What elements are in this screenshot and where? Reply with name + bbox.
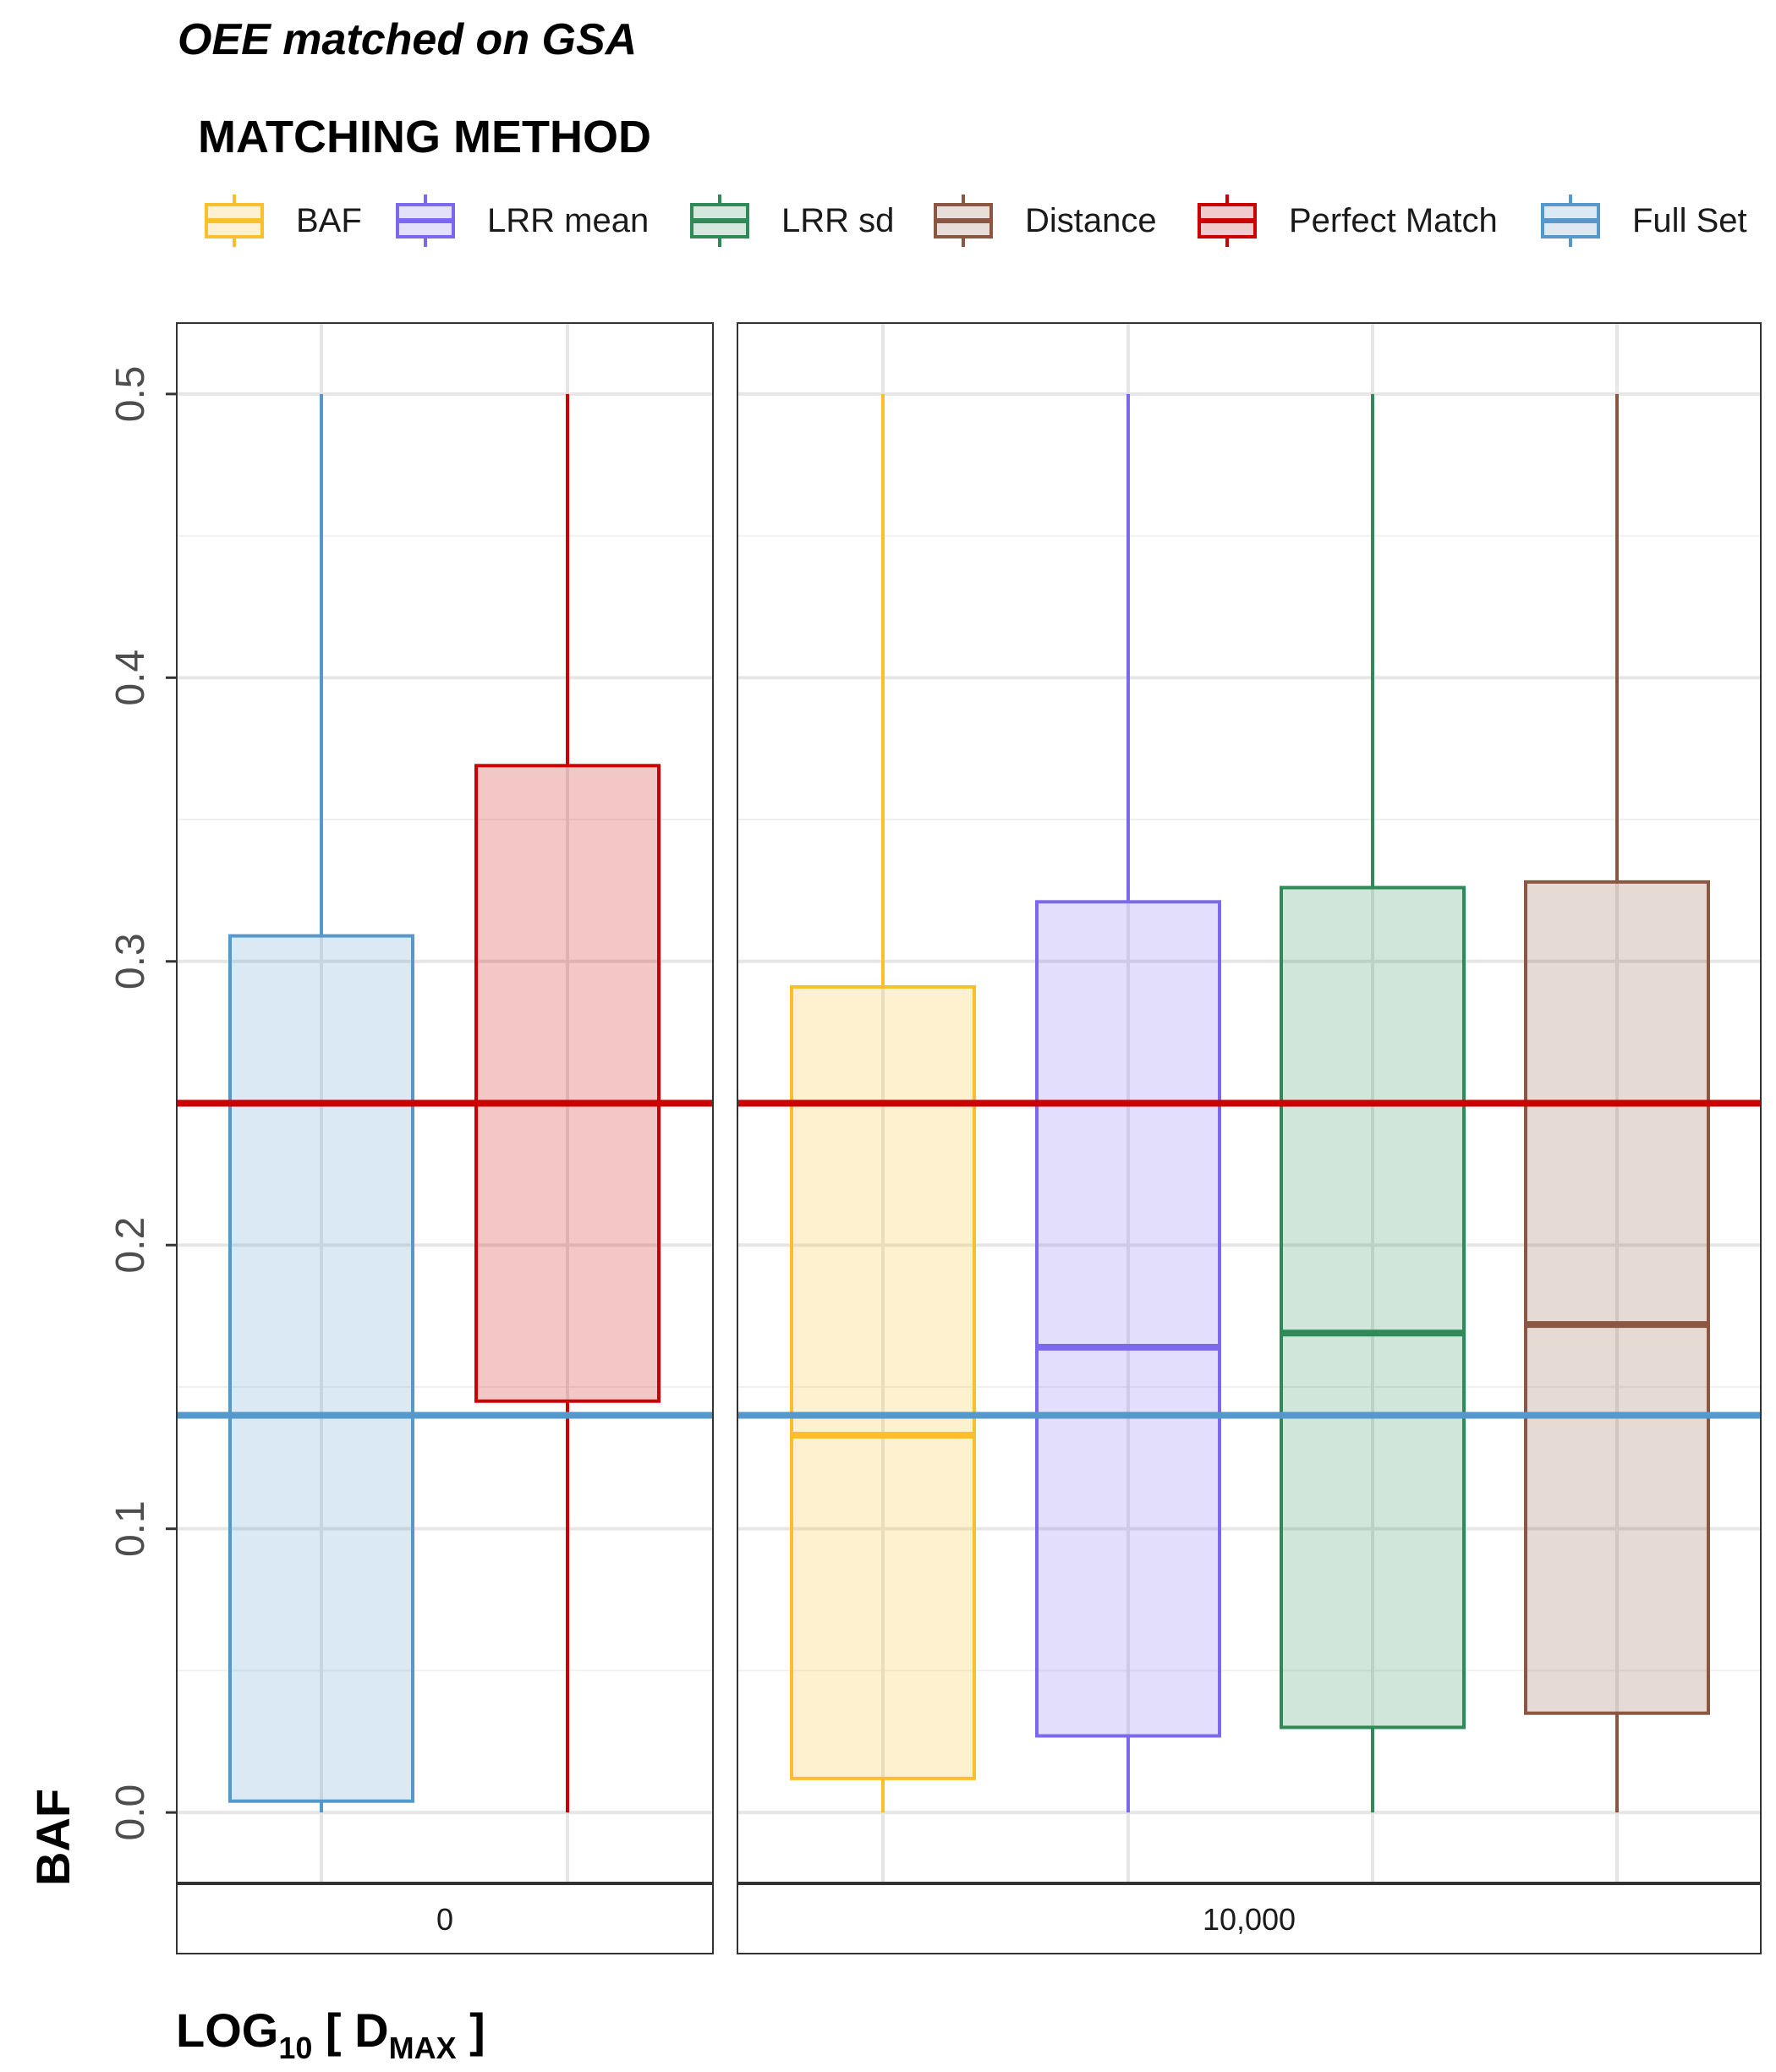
boxplot-baf bbox=[790, 393, 976, 1813]
x-axis-label-open: [ D bbox=[312, 2003, 388, 2057]
box bbox=[790, 984, 976, 1780]
chart-title: OEE matched on GSA bbox=[178, 15, 637, 64]
y-tick-label: 0.3 bbox=[108, 933, 153, 989]
y-axis-label: BAF bbox=[26, 1789, 79, 1886]
strip-box bbox=[737, 1883, 1762, 1954]
boxplot-lrr-sd bbox=[1280, 393, 1466, 1813]
plot-panels: 0 10,000 bbox=[176, 322, 1762, 1954]
strip-label: 10,000 bbox=[1203, 1902, 1296, 1937]
legend-title: MATCHING METHOD bbox=[198, 112, 651, 162]
legend-item-distance: Distance bbox=[934, 195, 1157, 247]
y-tick-label: 0.4 bbox=[108, 650, 153, 706]
legend-label: Full Set bbox=[1632, 202, 1747, 239]
boxplot-full-set bbox=[228, 393, 414, 1813]
y-tick-label: 0.2 bbox=[108, 1217, 153, 1274]
box bbox=[228, 934, 414, 1803]
legend-label: BAF bbox=[296, 202, 362, 239]
legend-label: LRR mean bbox=[487, 202, 649, 239]
x-axis-label-base: LOG bbox=[176, 2003, 278, 2057]
legend-item-baf: BAF bbox=[205, 195, 362, 247]
y-tick-label: 0.1 bbox=[108, 1500, 153, 1557]
legend-label: Perfect Match bbox=[1289, 202, 1498, 239]
x-axis-label-var-sub: MAX bbox=[389, 2031, 457, 2065]
legend-label: Distance bbox=[1025, 202, 1157, 239]
boxplot-lrr-mean bbox=[1035, 393, 1221, 1813]
y-tick-label: 0.0 bbox=[108, 1784, 153, 1841]
boxplot-perfect-match bbox=[474, 393, 661, 1813]
strip-box bbox=[176, 1883, 714, 1954]
legend-item-lrr-sd: LRR sd bbox=[690, 195, 894, 247]
legend-item-perfect-match: Perfect Match bbox=[1198, 195, 1498, 247]
y-axis: 0.0 0.1 0.2 0.3 0.4 0.5 bbox=[108, 365, 177, 1841]
box bbox=[1280, 885, 1466, 1729]
box bbox=[1524, 880, 1710, 1715]
legend-item-full-set: Full Set bbox=[1541, 195, 1747, 247]
x-axis-label: LOG10 [ DMAX ] bbox=[176, 2003, 485, 2065]
legend-label: LRR sd bbox=[781, 202, 894, 239]
y-tick-label: 0.5 bbox=[108, 365, 153, 422]
x-axis-label-base-sub: 10 bbox=[278, 2031, 312, 2065]
legend-item-lrr-mean: LRR mean bbox=[396, 195, 649, 247]
strip-label: 0 bbox=[436, 1902, 453, 1937]
panel-2: 10,000 bbox=[737, 322, 1762, 1954]
legend: BAF LRR mean LRR sd Distance Perfect Match Fu… bbox=[205, 195, 1747, 247]
panel-1: 0 bbox=[176, 322, 714, 1954]
box bbox=[474, 764, 661, 1403]
x-axis-label-close: ] bbox=[457, 2003, 485, 2057]
boxplot-distance bbox=[1524, 393, 1710, 1813]
box bbox=[1035, 900, 1221, 1738]
